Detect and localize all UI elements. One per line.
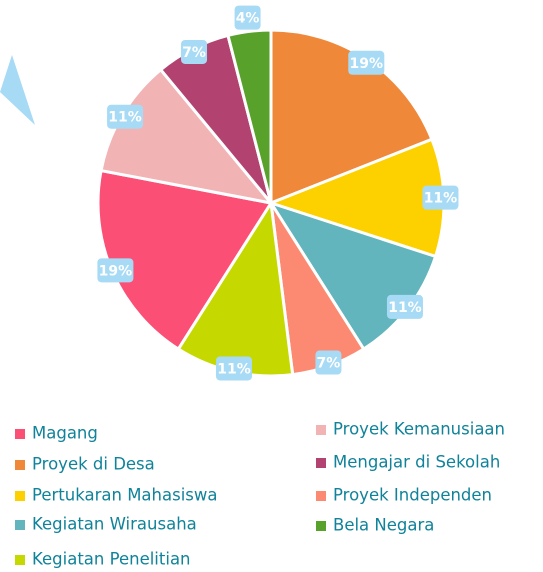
value-label: 4% bbox=[236, 11, 260, 27]
legend-label: Proyek Independen bbox=[333, 486, 492, 505]
legend-swatch bbox=[15, 491, 25, 501]
value-label: 7% bbox=[317, 356, 341, 372]
pie-slice bbox=[226, 28, 273, 204]
legend-swatch bbox=[316, 458, 326, 468]
value-label: 11% bbox=[108, 110, 142, 126]
decoration bbox=[0, 55, 35, 125]
value-label-bg bbox=[315, 350, 342, 375]
value-label-bg bbox=[348, 50, 385, 75]
value-label-bg bbox=[107, 104, 144, 129]
value-label-bg bbox=[97, 258, 134, 283]
legend-swatch bbox=[316, 521, 326, 531]
legend-swatch bbox=[316, 491, 326, 501]
value-label-bg bbox=[386, 294, 423, 319]
legend-swatch bbox=[15, 555, 25, 565]
legend-label: Proyek Kemanusiaan bbox=[333, 420, 505, 439]
legend-swatch bbox=[15, 520, 25, 530]
value-label: 11% bbox=[388, 300, 422, 316]
legend-swatch bbox=[15, 460, 25, 470]
legend-label: Proyek di Desa bbox=[32, 455, 155, 474]
value-label: 7% bbox=[182, 45, 206, 61]
legend-label: Kegiatan Penelitian bbox=[32, 550, 191, 569]
value-label: 19% bbox=[99, 263, 133, 279]
legend-label: Pertukaran Mahasiswa bbox=[32, 486, 218, 505]
legend-label: Mengajar di Sekolah bbox=[333, 453, 500, 472]
legend-label: Bela Negara bbox=[333, 516, 434, 535]
value-label: 11% bbox=[424, 191, 458, 207]
legend-swatch bbox=[316, 425, 326, 435]
value-label-bg bbox=[181, 39, 208, 64]
value-label: 19% bbox=[350, 56, 384, 72]
value-label: 11% bbox=[217, 361, 251, 377]
legend-swatch bbox=[15, 429, 25, 439]
legend-label: Kegiatan Wirausaha bbox=[32, 515, 197, 534]
legend-label: Magang bbox=[32, 424, 98, 443]
value-label-bg bbox=[216, 356, 253, 381]
value-label-bg bbox=[422, 185, 459, 210]
value-label-bg bbox=[234, 5, 261, 30]
